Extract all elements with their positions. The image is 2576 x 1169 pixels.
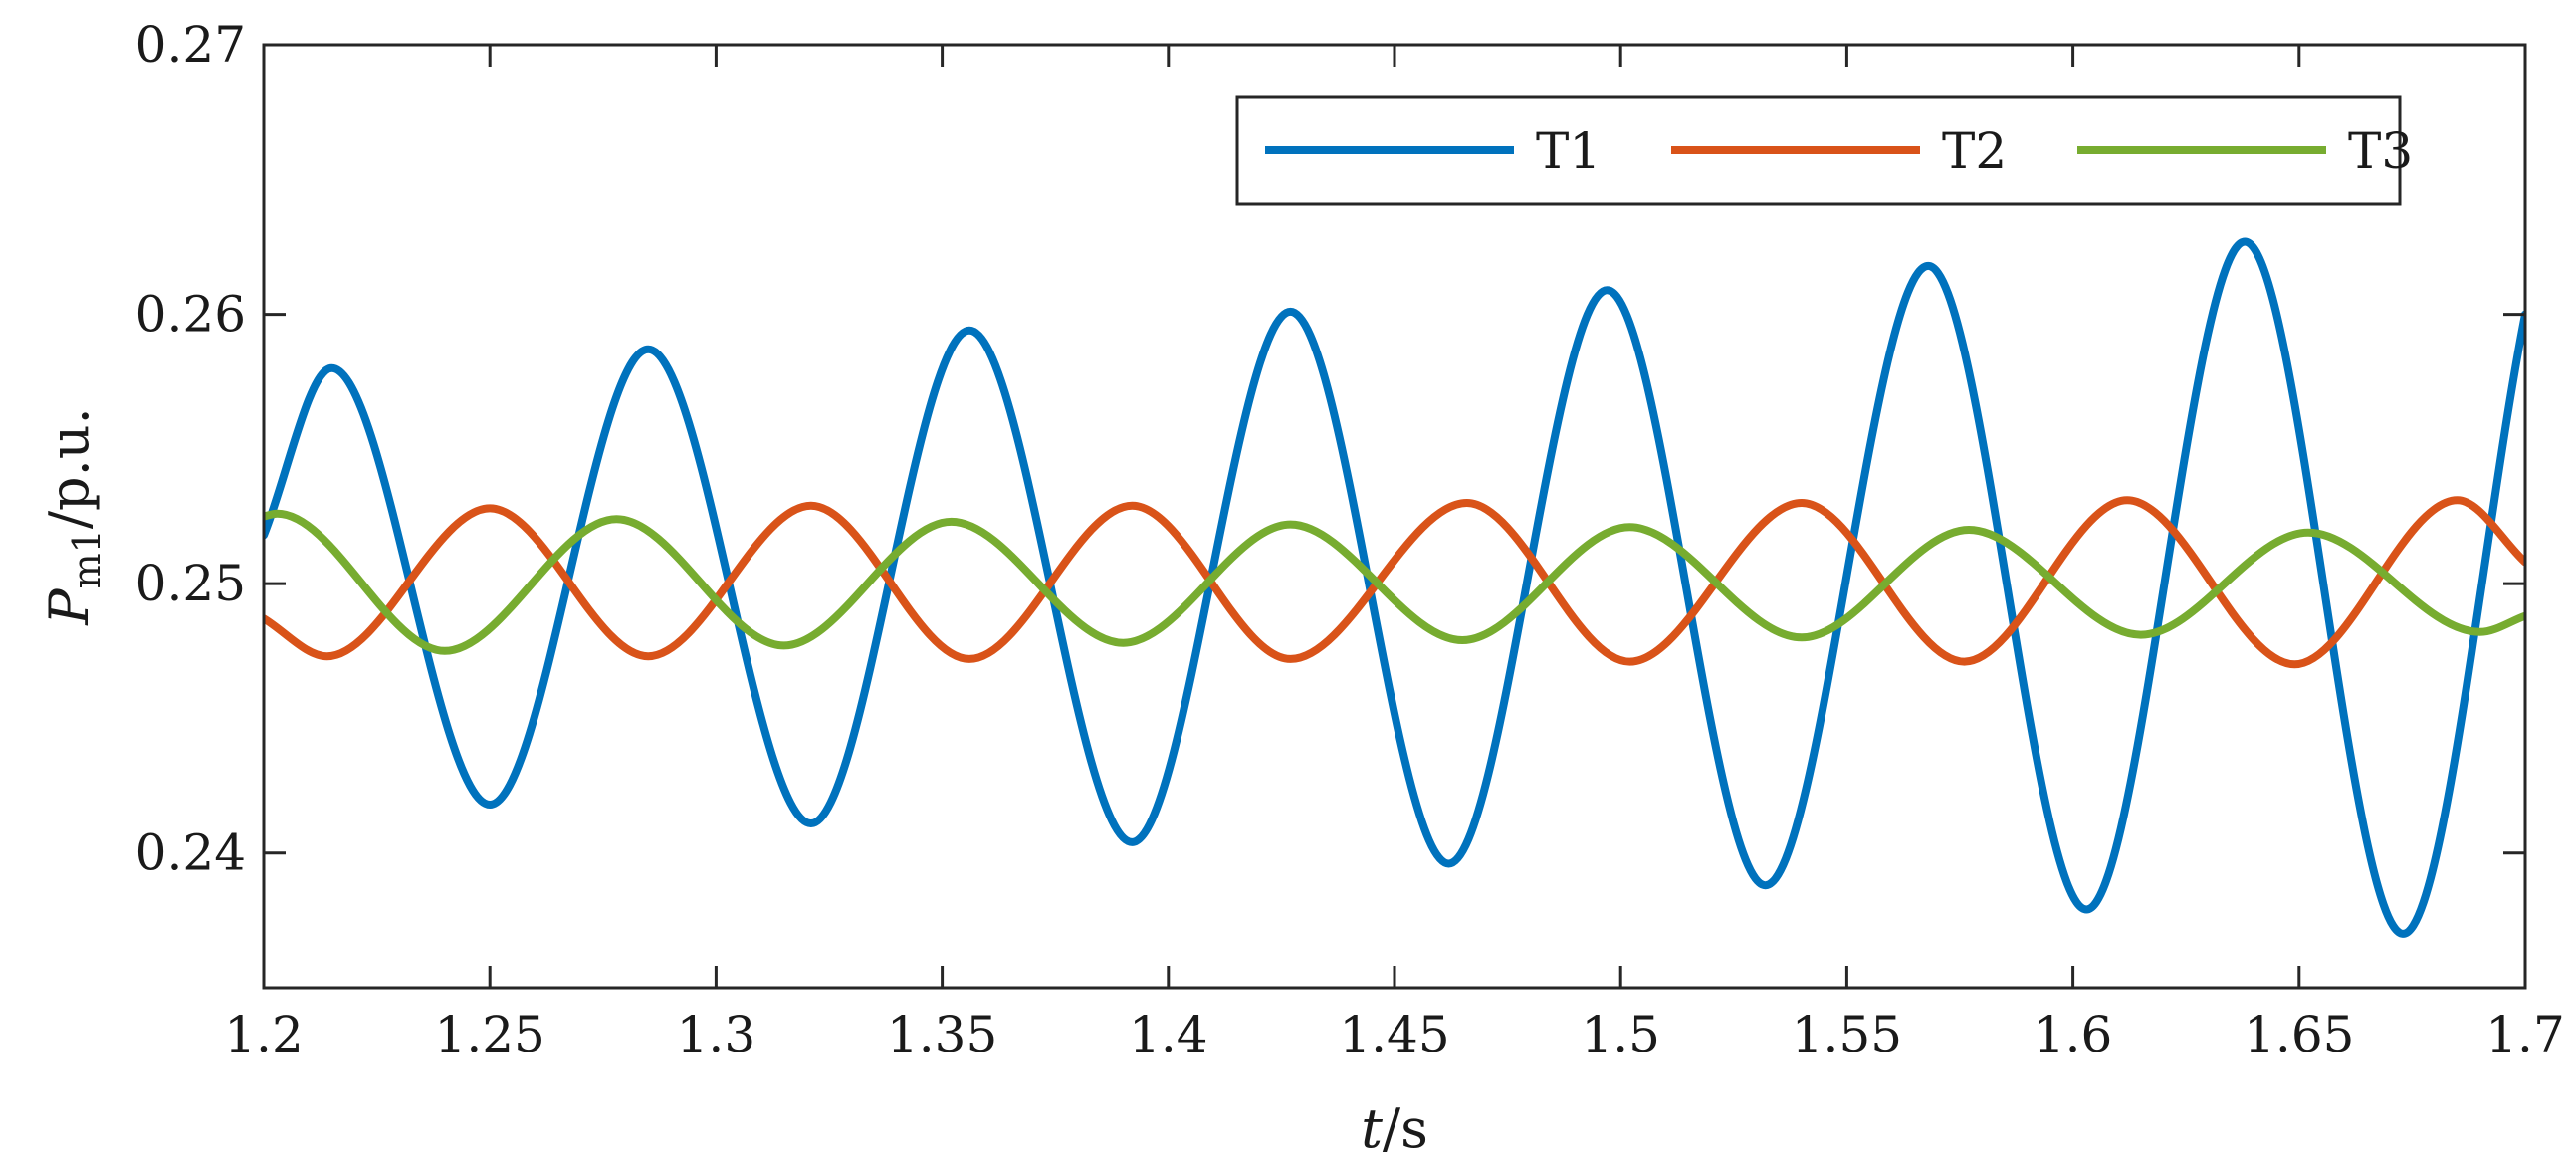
y-tick-label: 0.27: [135, 16, 246, 74]
y-axis-title: Pm1/p.u.: [38, 407, 108, 625]
y-axis: 0.24 0.25 0.26 0.27: [135, 16, 2525, 882]
x-axis-unit: /s: [1383, 1097, 1428, 1160]
series-line-t1: [264, 237, 2525, 938]
x-tick-label: 1.2: [224, 1006, 304, 1063]
legend-label-t3: T3: [2348, 122, 2413, 180]
x-axis: 1.2 1.25 1.3 1.35 1.4 1.45 1.5 1.55 1.6 1.65 1.7: [224, 45, 2565, 1063]
x-tick-label: 1.25: [435, 1006, 545, 1063]
series-line-t3: [264, 509, 2525, 655]
x-axis-var: t: [1361, 1097, 1383, 1160]
x-tick-label: 1.4: [1129, 1006, 1208, 1063]
x-tick-label: 1.55: [1792, 1006, 1902, 1063]
x-tick-label: 1.65: [2244, 1006, 2354, 1063]
x-axis-title: t/s: [1361, 1097, 1428, 1160]
y-axis-sub: m1: [65, 529, 108, 588]
series-layer: [264, 237, 2525, 938]
x-tick-label: 1.3: [677, 1006, 756, 1063]
series-line-t2: [264, 496, 2525, 669]
x-tick-label: 1.35: [887, 1006, 997, 1063]
y-axis-var: P: [38, 587, 101, 626]
x-tick-label: 1.45: [1339, 1006, 1449, 1063]
legend: T1 T2 T3: [1235, 95, 2413, 206]
y-axis-unit: /p.u.: [38, 407, 101, 529]
x-tick-label: 1.7: [2485, 1006, 2565, 1063]
x-tick-label: 1.5: [1581, 1006, 1660, 1063]
y-tick-label: 0.26: [135, 286, 246, 344]
x-tick-label: 1.6: [2034, 1006, 2113, 1063]
y-tick-label: 0.25: [135, 555, 246, 612]
legend-label-t1: T1: [1536, 122, 1601, 180]
legend-label-t2: T2: [1942, 122, 2007, 180]
y-tick-label: 0.24: [135, 824, 246, 882]
